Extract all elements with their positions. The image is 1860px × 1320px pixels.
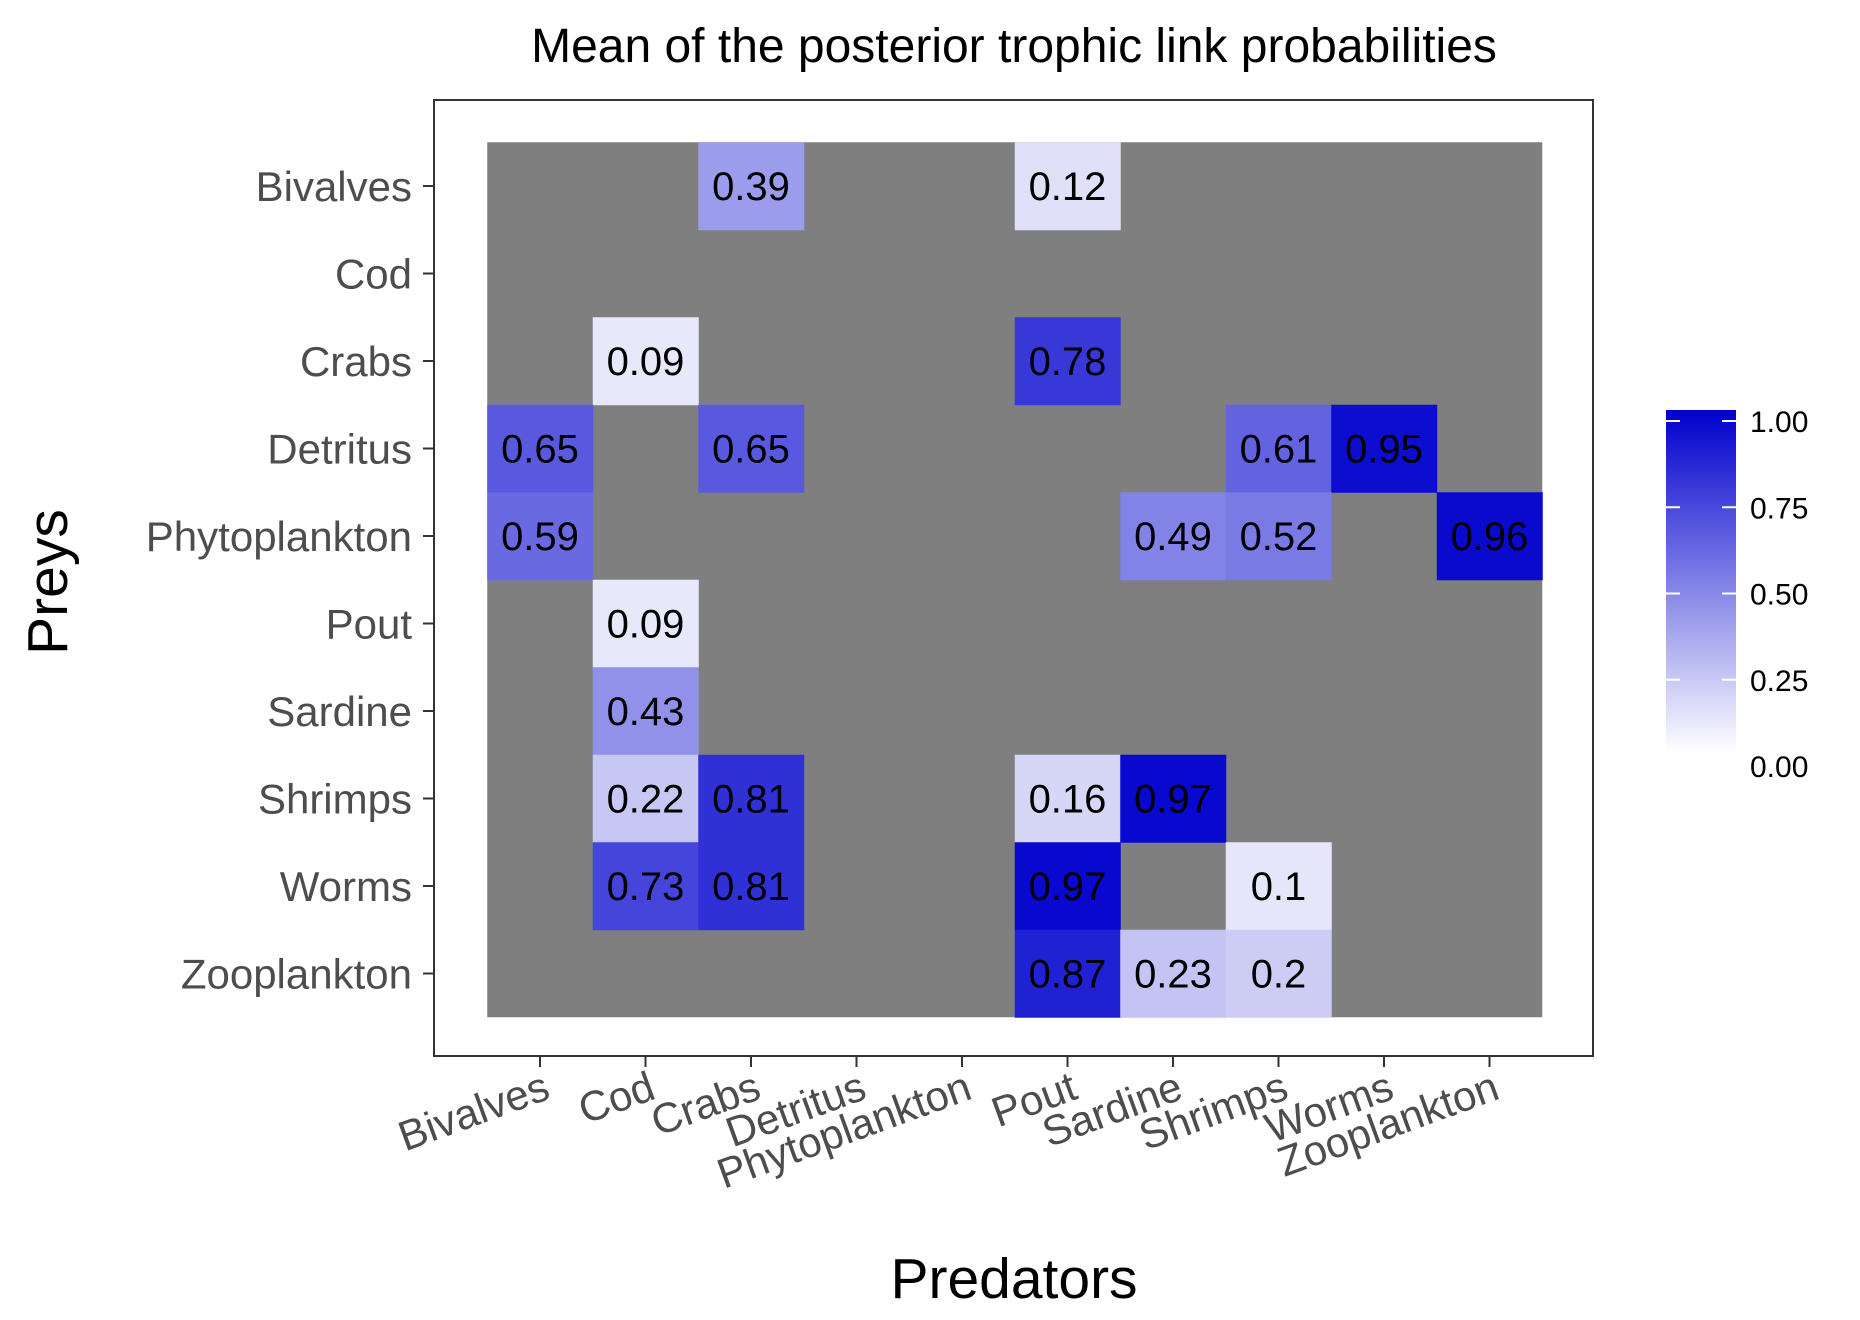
heatmap-cell-bivalves-crabs (698, 142, 805, 231)
panel-border (433, 99, 1594, 1057)
x-axis-title: Predators (890, 1247, 1137, 1311)
legend-color-bar (1666, 410, 1736, 753)
heatmap-cell-pout-cod (592, 579, 699, 668)
heatmap-cell-shrimps-cod (592, 754, 699, 843)
cell-label-phytoplankton-sardine: 0.49 (1134, 515, 1212, 559)
y-tick-label-crabs: Crabs (300, 338, 412, 385)
x-tick-label-bivalves: Bivalves (392, 1062, 555, 1160)
legend-tick-label: 0.75 (1750, 492, 1808, 525)
cell-label-phytoplankton-bivalves: 0.59 (501, 515, 579, 559)
cell-label-zooplankton-pout: 0.87 (1029, 953, 1107, 997)
cell-label-detritus-bivalves: 0.65 (501, 428, 579, 472)
cell-label-sardine-cod: 0.43 (607, 690, 685, 734)
cell-label-zooplankton-sardine: 0.23 (1134, 953, 1212, 997)
y-axis: Bivalves Cod Crabs Detritus Phytoplankton Pou… (146, 163, 434, 998)
legend-tick-label: 0.00 (1750, 751, 1808, 784)
heatmap-cell-shrimps-crabs (698, 754, 805, 843)
heatmap-cell-detritus-crabs (698, 404, 805, 493)
cell-label-phytoplankton-shrimps: 0.52 (1240, 515, 1318, 559)
cell-label-bivalves-crabs: 0.39 (712, 165, 790, 209)
y-tick-label-zooplankton: Zooplankton (181, 951, 412, 998)
cell-label-detritus-crabs: 0.65 (712, 428, 790, 472)
heatmap-cell-detritus-bivalves (487, 404, 594, 493)
heatmap-cells (487, 142, 1543, 1018)
cell-label-bivalves-pout: 0.12 (1029, 165, 1107, 209)
legend-ticks: 1.00 0.75 0.50 0.25 0.00 (1666, 406, 1808, 784)
cell-label-worms-pout: 0.97 (1029, 865, 1107, 909)
cell-label-crabs-pout: 0.78 (1029, 340, 1107, 384)
y-tick-label-cod: Cod (335, 251, 412, 298)
heatmap-cell-worms-cod (592, 842, 699, 931)
cell-label-pout-cod: 0.09 (607, 603, 685, 647)
heatmap-cell-sardine-cod (592, 667, 699, 756)
heatmap-cell-zooplankton-shrimps (1225, 929, 1332, 1018)
heatmap-cell-worms-shrimps (1225, 842, 1332, 931)
color-legend: 1.00 0.75 0.50 0.25 0.00 (1666, 406, 1808, 784)
y-tick-label-worms: Worms (280, 863, 412, 910)
cell-label-shrimps-pout: 0.16 (1029, 778, 1107, 822)
heatmap-cell-crabs-cod (592, 317, 699, 406)
heatmap-cell-detritus-worms (1331, 404, 1438, 493)
cell-label-worms-shrimps: 0.1 (1251, 865, 1307, 909)
cell-label-shrimps-crabs: 0.81 (712, 778, 790, 822)
cell-label-worms-cod: 0.73 (607, 865, 685, 909)
legend-tick-label: 0.25 (1750, 665, 1808, 698)
heatmap-cell-bivalves-pout (1014, 142, 1121, 231)
heatmap-cell-phytoplankton-zooplankton (1436, 492, 1543, 581)
y-tick-label-sardine: Sardine (267, 688, 412, 735)
heatmap-cell-phytoplankton-sardine (1120, 492, 1227, 581)
heatmap-cell-shrimps-sardine (1120, 754, 1227, 843)
y-tick-label-bivalves: Bivalves (256, 163, 412, 210)
cell-label-phytoplankton-zooplankton: 0.96 (1451, 515, 1529, 559)
heatmap-cell-labels: 0.39 0.12 0.09 0.78 0.65 0.65 0.61 0.95 0.59 0.49… (501, 165, 1528, 997)
chart-title: Mean of the posterior trophic link proba… (531, 20, 1497, 73)
cell-label-shrimps-cod: 0.22 (607, 778, 685, 822)
heatmap-cell-worms-pout (1014, 842, 1121, 931)
heatmap-cell-zooplankton-pout (1014, 929, 1121, 1018)
plot-panel: 0.39 0.12 0.09 0.78 0.65 0.65 0.61 0.95 0.59 0.49… (433, 99, 1594, 1057)
cell-label-detritus-worms: 0.95 (1345, 428, 1423, 472)
y-tick-label-phytoplankton: Phytoplankton (146, 513, 412, 560)
heatmap-cell-zooplankton-sardine (1120, 929, 1227, 1018)
cell-label-crabs-cod: 0.09 (607, 340, 685, 384)
legend-tick-label: 0.50 (1750, 579, 1808, 612)
y-tick-label-detritus: Detritus (267, 426, 412, 473)
heatmap-cell-shrimps-pout (1014, 754, 1121, 843)
heatmap-cell-phytoplankton-shrimps (1225, 492, 1332, 581)
cell-label-detritus-shrimps: 0.61 (1240, 428, 1318, 472)
heatmap-cell-phytoplankton-bivalves (487, 492, 594, 581)
y-axis-title: Preys (16, 509, 80, 655)
y-tick-label-shrimps: Shrimps (258, 776, 412, 823)
cell-label-zooplankton-shrimps: 0.2 (1251, 953, 1307, 997)
heatmap-cell-crabs-pout (1014, 317, 1121, 406)
x-tick-label-cod: Cod (572, 1062, 660, 1133)
cell-label-worms-crabs: 0.81 (712, 865, 790, 909)
heatmap-cell-worms-crabs (698, 842, 805, 931)
y-tick-label-pout: Pout (326, 601, 413, 648)
cell-label-shrimps-sardine: 0.97 (1134, 778, 1212, 822)
legend-tick-label: 1.00 (1750, 406, 1808, 439)
heatmap-cell-detritus-shrimps (1225, 404, 1332, 493)
